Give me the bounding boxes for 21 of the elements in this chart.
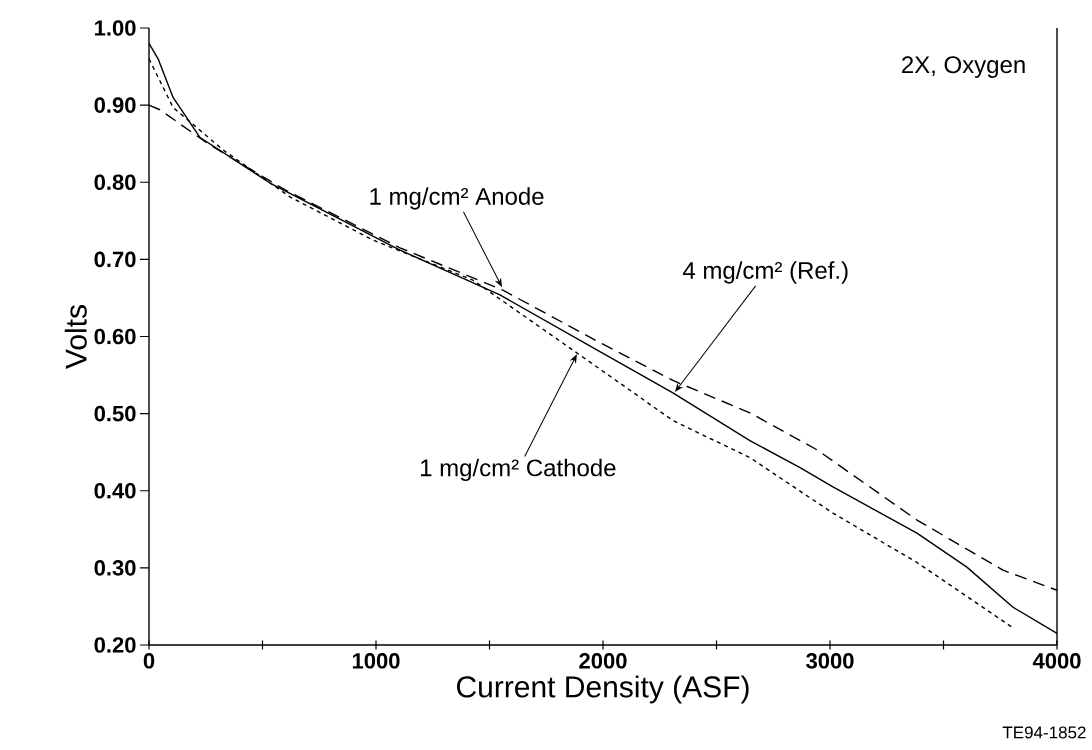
- annotation: 1 mg/cm² Anode: [370, 187, 544, 210]
- x-tick-label: 4000: [1032, 653, 1081, 669]
- y-tick-label: 0.40: [94, 482, 136, 499]
- y-tick-label: 0.80: [94, 174, 136, 191]
- y-tick-label: 0.20: [94, 637, 136, 653]
- annotation: 4 mg/cm² (Ref.): [682, 261, 848, 284]
- y-tick-label: 0.70: [94, 251, 136, 268]
- y-tick-label: 0.90: [94, 97, 136, 113]
- y-tick-label: 1.00: [95, 20, 136, 36]
- annotation: 2X, Oxygen: [902, 56, 1025, 78]
- x-tick-label: 0: [143, 653, 155, 669]
- y-tick-label: 0.60: [94, 328, 136, 345]
- x-tick-label: 2000: [579, 653, 627, 669]
- x-tick-label: 3000: [806, 653, 854, 669]
- x-tick-label: 1000: [352, 653, 400, 669]
- annotation: 1 mg/cm² Cathode: [421, 458, 616, 482]
- y-tick-label: 0.50: [94, 405, 136, 422]
- x-axis-title: Current Density (ASF): [456, 675, 749, 704]
- y-axis-title: Volts: [64, 305, 87, 369]
- y-tick-label: 0.30: [94, 560, 136, 576]
- text: TE94-1852: [1002, 726, 1086, 739]
